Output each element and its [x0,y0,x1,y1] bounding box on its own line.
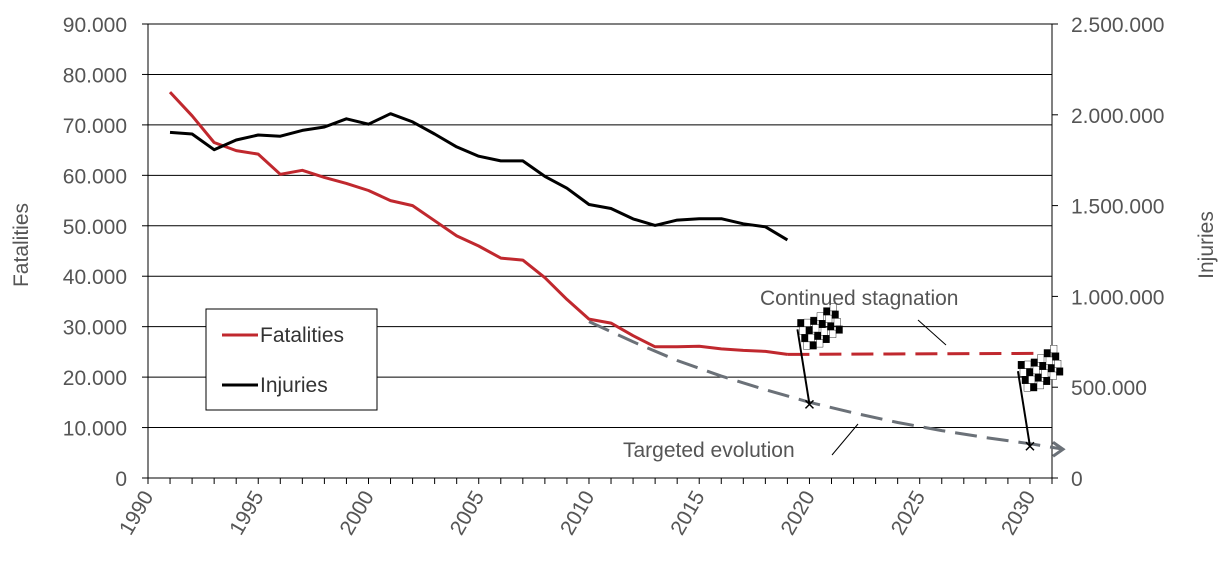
flag-cell [816,312,824,321]
y-left-tick-label: 40.000 [63,266,127,289]
flag-cell [1017,361,1025,369]
y-left-tick-label: 70.000 [63,115,127,138]
flag-cell [814,331,822,340]
flag-cell [1024,360,1032,369]
flag-cell [1019,368,1027,377]
annotations: Continued stagnation Targeted evolution [623,287,959,462]
y-right-tick-label: 2.500.000 [1071,14,1164,37]
y-left-tick-label: 90.000 [63,14,127,37]
flag-pole [1016,371,1031,447]
flag-cell [809,341,817,350]
annotation-targeted-evolution: Targeted evolution [623,439,795,462]
flag-cell [1021,376,1029,384]
legend-label-fatalities: Fatalities [260,324,344,347]
annotation-leader-stagnation [917,319,947,346]
series-line-targeted-projection [588,320,1064,451]
x-tick-label: 2030 [997,487,1040,539]
flag-cell [1028,375,1036,384]
flag-cell [1037,354,1045,363]
flag-cell [1049,371,1057,380]
y-left-tick-label: 30.000 [63,317,127,340]
y-right-tick-label: 1.000.000 [1071,286,1164,309]
y-right-tick-label: 1.500.000 [1071,196,1164,219]
x-tick-label: 2025 [887,487,930,539]
series-line-injuries [169,112,789,242]
annotation-leader-targeted [831,423,859,456]
flag-cell [1039,362,1047,370]
x-tick-label: 2020 [777,487,820,539]
y-right-tick-label: 0 [1071,468,1083,491]
flag-cell [1043,377,1051,385]
flag-cell [1047,364,1055,373]
flag-cell [801,334,809,343]
x-tick-label: 2000 [336,487,379,539]
flag-cell [803,318,811,327]
target-flags [796,303,1064,451]
flag-cell [1030,358,1038,367]
flag-pole [796,329,811,405]
y-left-tick-label: 10.000 [63,418,127,441]
flag-cell [833,318,841,327]
x-axis: 1990 1995 2000 2005 2010 2015 2020 2025 2030 [115,478,1053,539]
annotation-continued-stagnation: Continued stagnation [760,287,959,310]
flag-cell [1030,383,1038,392]
legend-label-injuries: Injuries [260,374,328,397]
flag-cell [1041,369,1049,378]
flag-cell [1050,345,1058,353]
x-tick-label: 1990 [115,487,158,539]
flag-cell [827,322,835,331]
flag-cell [1032,366,1040,375]
flag-cell [812,324,820,333]
flag-cell [799,326,807,335]
flag-cell [1034,373,1042,382]
y-left-tick-label: 80.000 [63,64,127,87]
y-right-tick-label: 500.000 [1071,377,1147,400]
y-left-tick-label: 50.000 [63,216,127,239]
y-right-tick-label: 2.000.000 [1071,105,1164,128]
y-axis-right-label: Injuries [1195,211,1218,279]
series-lines [168,91,1066,458]
flag-cell [825,314,833,323]
targeted-arrowhead [1052,441,1066,458]
flag-cell [807,333,815,342]
series-line-stagnation-projection [787,351,1042,356]
legend-box [205,308,378,411]
flag-cell [818,320,826,328]
x-tick-label: 2005 [446,487,489,539]
flag-cell [1036,381,1044,390]
flag-cell [803,341,811,350]
flag-cell [1026,368,1034,377]
y-axis-left: 0 10.000 20.000 30.000 40.000 50.000 60.000 70.… [63,14,148,491]
y-left-tick-label: 60.000 [63,165,127,188]
flag-cell [1023,383,1031,392]
flag-cell [820,327,828,336]
flag-cell [831,310,839,319]
flag-cell [1043,349,1051,358]
flag-cell [816,339,824,348]
flag-cell [810,316,818,325]
flag-cell [1052,352,1060,361]
checkered-flag-icon [1016,345,1064,451]
flag-cell [822,335,830,343]
series-line-fatalities [168,91,788,356]
x-tick-label: 1995 [225,487,268,539]
legend: Fatalities Injuries [205,308,378,411]
x-tick-label: 2015 [666,487,709,539]
flag-cell [1045,356,1053,365]
flag-cell [797,319,805,328]
checkered-flag-icon [796,303,843,409]
flag-cell [805,326,813,335]
flag-cell [829,329,837,338]
flag-cell [835,325,843,334]
y-left-tick-label: 20.000 [63,367,127,390]
flag-cell [1056,367,1064,376]
y-axis-right: 0 500.000 1.000.000 1.500.000 2.000.000 2.500… [1052,14,1164,491]
flag-cell [1054,360,1062,368]
y-axis-left-label: Fatalities [10,203,33,287]
x-tick-label: 2010 [556,487,599,539]
y-left-tick-label: 0 [115,468,127,491]
